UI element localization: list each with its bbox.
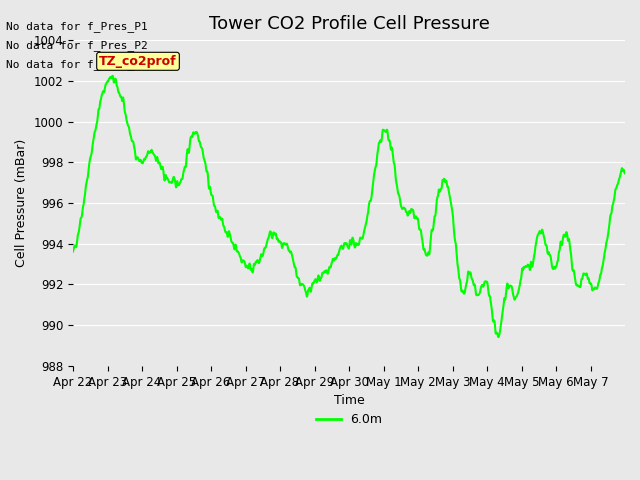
Title: Tower CO2 Profile Cell Pressure: Tower CO2 Profile Cell Pressure xyxy=(209,15,490,33)
Text: TZ_co2prof: TZ_co2prof xyxy=(99,55,177,68)
X-axis label: Time: Time xyxy=(333,394,364,407)
Y-axis label: Cell Pressure (mBar): Cell Pressure (mBar) xyxy=(15,139,28,267)
Text: No data for f_Pres_P2: No data for f_Pres_P2 xyxy=(6,40,148,51)
Text: No data for f_Pres_P4: No data for f_Pres_P4 xyxy=(6,59,148,70)
Legend: 6.0m: 6.0m xyxy=(310,408,387,432)
Text: No data for f_Pres_P1: No data for f_Pres_P1 xyxy=(6,21,148,32)
